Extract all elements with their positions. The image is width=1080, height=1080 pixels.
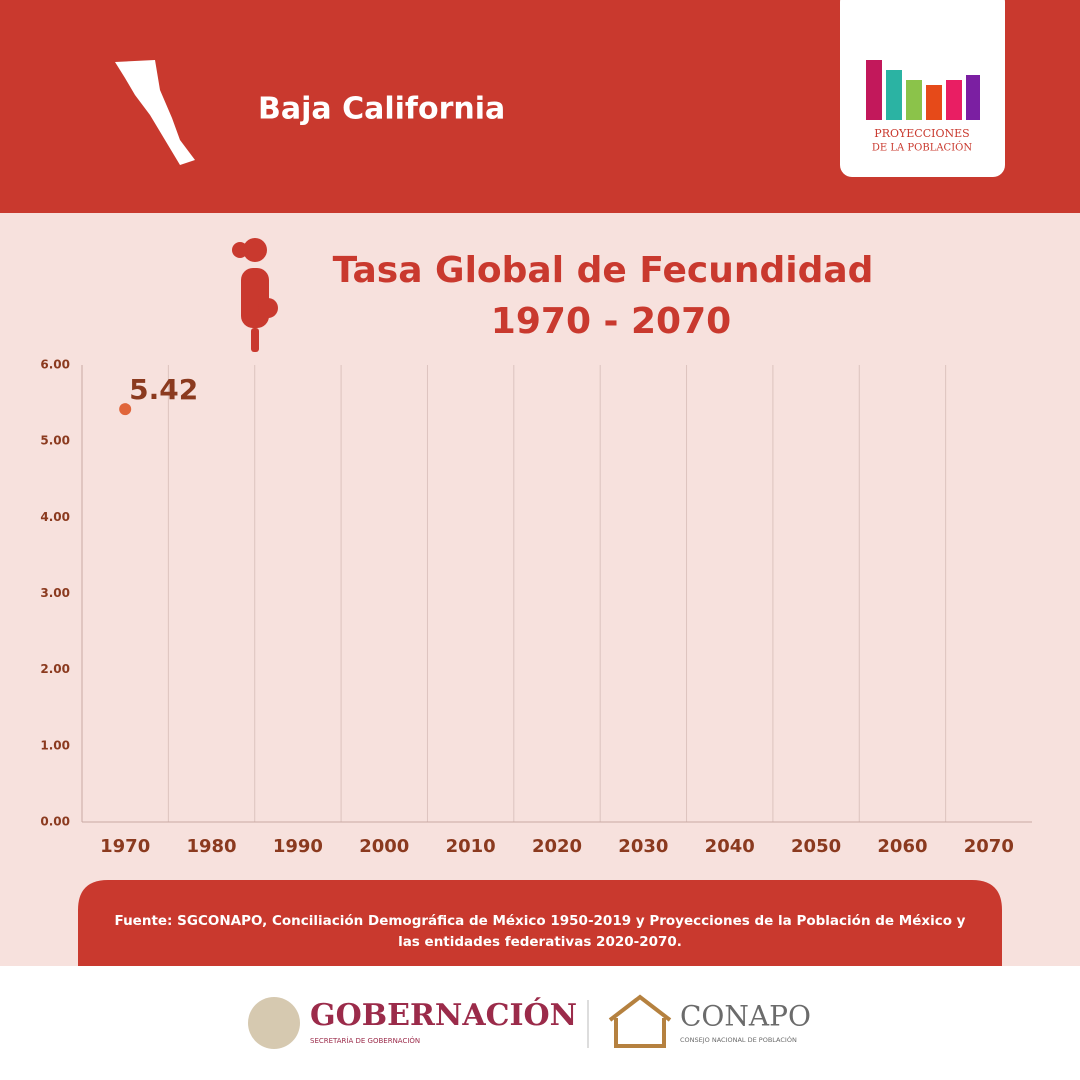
x-tick-label: 2050	[791, 836, 841, 857]
region-name: Baja California	[258, 92, 505, 127]
source-box	[78, 880, 1002, 966]
woman-icon	[232, 238, 278, 352]
logo-bars	[866, 60, 980, 120]
x-tick-label: 2030	[618, 836, 668, 857]
y-tick-label: 6.00	[40, 358, 70, 372]
x-tick-label: 1990	[273, 836, 323, 857]
region-map	[115, 60, 195, 165]
gob-logo-text: GOBERNACIÓN	[310, 997, 577, 1033]
y-tick-label: 1.00	[40, 738, 70, 752]
x-tick-label: 2060	[877, 836, 927, 857]
source-text: Fuente: SGCONAPO, Conciliación Demográfi…	[115, 913, 966, 929]
x-tick-label: 2010	[446, 836, 496, 857]
data-label: 5.42	[129, 373, 198, 406]
y-tick-label: 3.00	[40, 586, 70, 600]
x-tick-label: 2040	[705, 836, 755, 857]
footer-band	[0, 966, 1080, 1080]
x-tick-label: 1970	[100, 836, 150, 857]
x-tick-label: 2000	[359, 836, 409, 857]
seal	[248, 997, 300, 1049]
logo-text: PROYECCIONES	[874, 127, 969, 140]
conapo-subtext: CONSEJO NACIONAL DE POBLACIÓN	[680, 1035, 797, 1044]
x-tick-label: 2070	[964, 836, 1014, 857]
chart-title: Tasa Global de Fecundidad	[333, 250, 874, 291]
y-tick-label: 5.00	[40, 434, 70, 448]
plot: 0.00 1.00 2.00 3.00 4.00 5.00 6.00 1970 5.42 1980…	[40, 358, 1032, 857]
logo-card	[840, 0, 1005, 177]
logo-text: DE LA POBLACIÓN	[872, 142, 972, 154]
y-tick-label: 4.00	[40, 510, 70, 524]
y-tick-label: 2.00	[40, 662, 70, 676]
x-tick-label: 1980	[186, 836, 236, 857]
source-text: las entidades federativas 2020-2070.	[398, 934, 682, 950]
data-point	[119, 403, 132, 416]
gob-subtext: SECRETARÍA DE GOBERNACIÓN	[310, 1036, 420, 1045]
conapo-house	[608, 994, 672, 1048]
chart-subtitle: 1970 - 2070	[491, 301, 731, 342]
conapo-logo-text: CONAPO	[680, 1000, 811, 1033]
x-tick-label: 2020	[532, 836, 582, 857]
y-tick-label: 0.00	[40, 815, 70, 829]
